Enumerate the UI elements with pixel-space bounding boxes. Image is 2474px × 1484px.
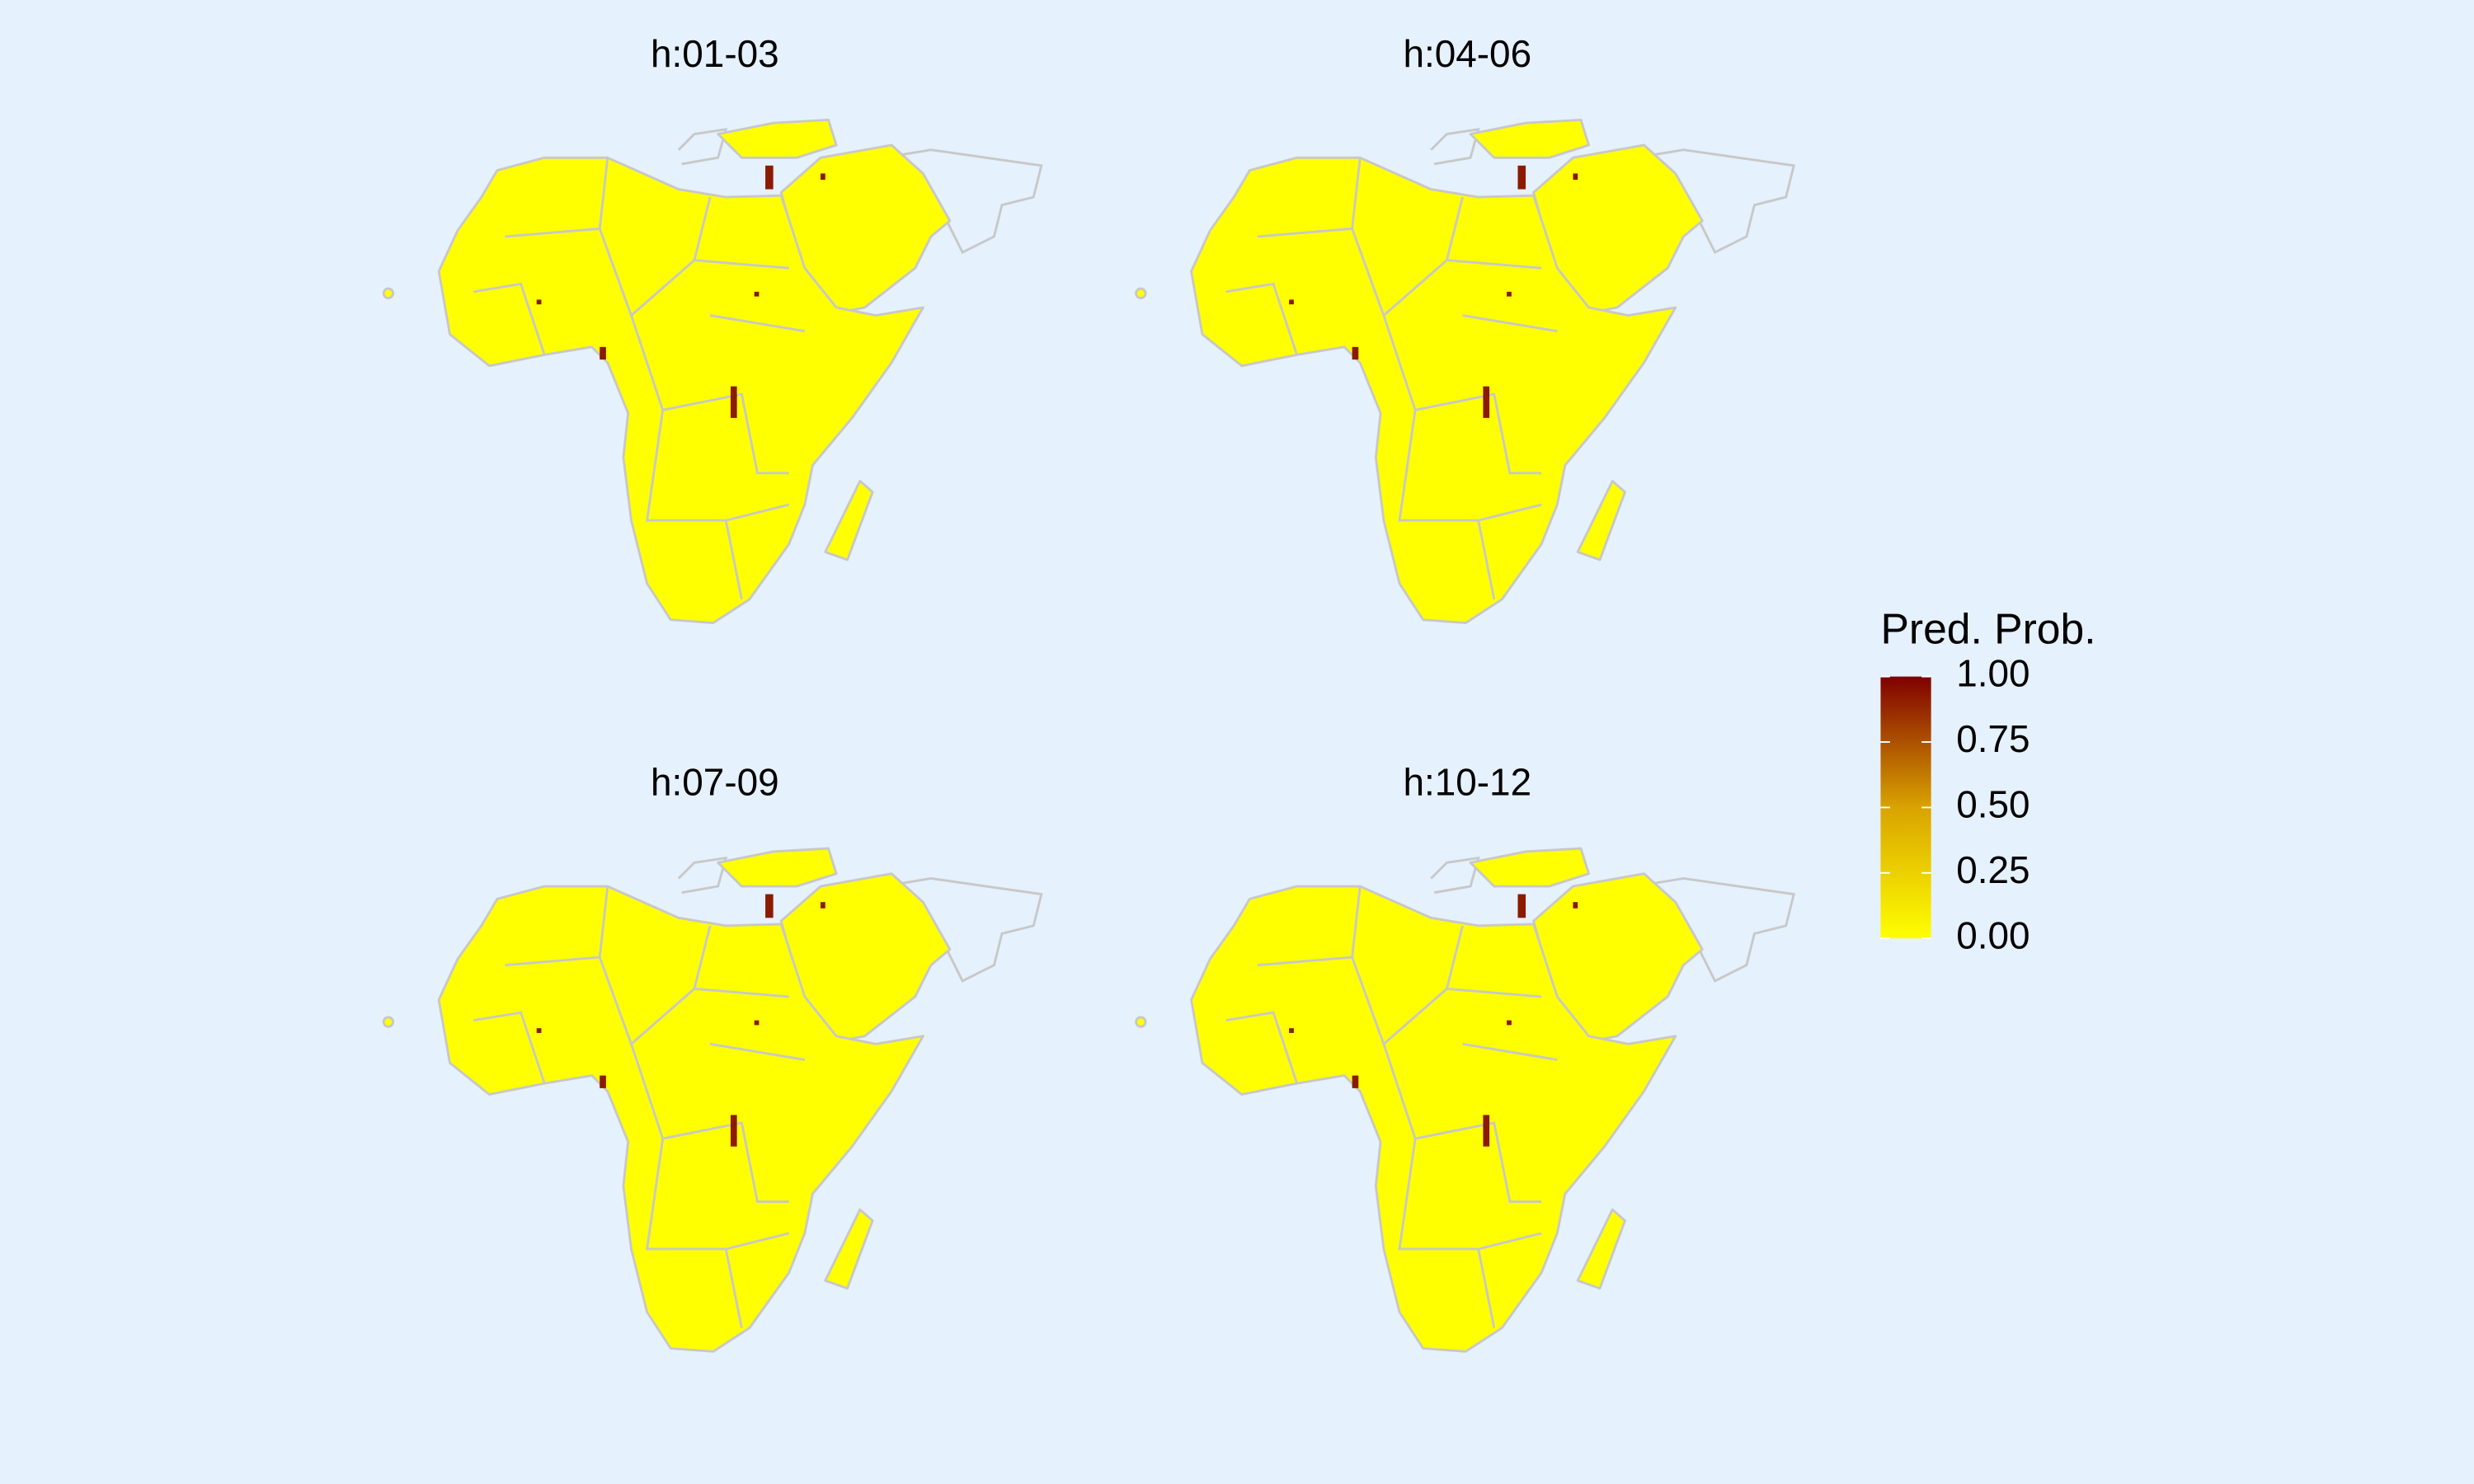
panel-title: h:04-06 (1403, 32, 1531, 75)
colorbar-tick-label: 0.00 (1956, 913, 2030, 956)
map-panel (382, 847, 1043, 1353)
panel-title: h:01-03 (651, 32, 779, 75)
colorbar-tick-label: 0.25 (1956, 848, 2030, 891)
panel-title: h:07-09 (651, 761, 779, 804)
panel-title: h:10-12 (1403, 761, 1531, 804)
map-panel (1135, 847, 1795, 1353)
legend-title: Pred. Prob. (1880, 605, 2095, 653)
map-panel (1135, 118, 1795, 625)
colorbar-tick-label: 1.00 (1956, 652, 2030, 695)
colorbar-tick-label: 0.50 (1956, 783, 2030, 826)
colorbar-tick-label: 0.75 (1956, 717, 2030, 760)
map-panel (382, 118, 1043, 625)
